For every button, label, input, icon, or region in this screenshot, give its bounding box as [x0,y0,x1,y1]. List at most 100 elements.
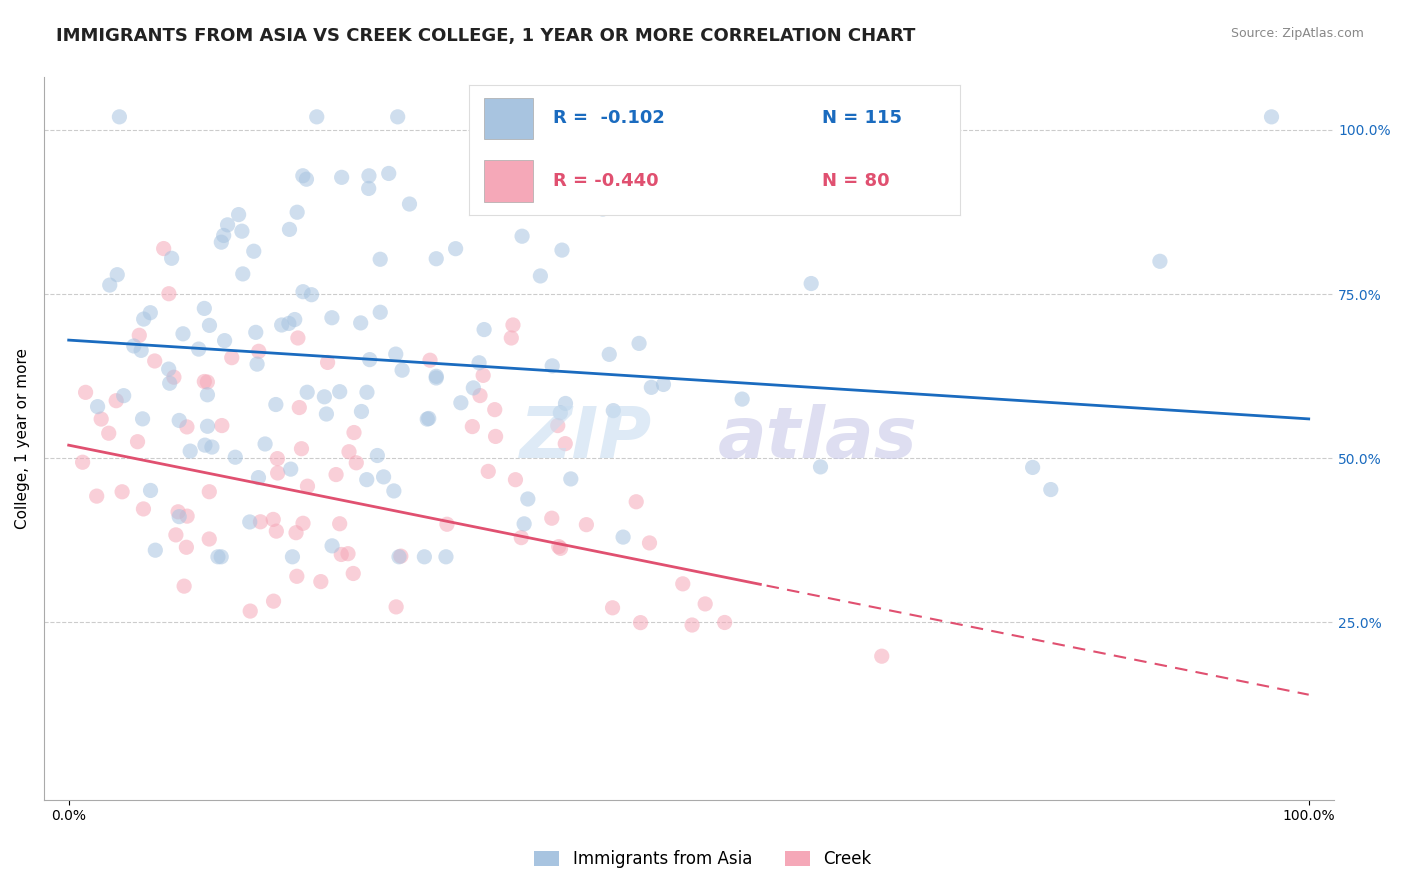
Point [86,400,108,414]
Text: Source: ZipAtlas.com: Source: ZipAtlas.com [1230,27,1364,40]
Point [870,649,893,664]
Point [284,312,307,326]
Point [357,181,380,195]
Point [217,218,239,232]
Point [132,312,155,326]
Point [157,362,180,376]
Point [547,540,569,554]
Point [167,413,190,427]
Point [176,541,198,555]
Point [344,456,367,470]
Point [357,169,380,183]
Point [266,451,288,466]
Point [501,331,523,345]
Point [198,532,221,546]
Point [277,317,299,331]
Point [167,505,190,519]
Point [194,438,217,452]
Point [295,172,318,186]
Point [281,549,304,564]
Point [425,371,447,385]
Text: ZIP: ZIP [519,404,651,473]
Point [143,354,166,368]
Point [434,549,457,564]
Point [285,525,308,540]
Point [262,512,284,526]
Point [97,426,120,441]
Point [384,347,406,361]
Point [105,393,128,408]
Point [337,547,360,561]
Point [329,384,352,399]
Point [197,419,219,434]
Point [550,406,572,420]
Point [526,180,548,194]
Point [187,342,209,356]
Point [301,287,323,301]
Point [461,419,484,434]
Point [75,385,97,400]
Point [266,466,288,480]
Point [201,440,224,454]
Point [290,442,312,456]
Point [592,202,614,216]
Point [330,170,353,185]
Point [560,472,582,486]
Point [477,464,499,478]
Point [342,566,364,581]
Point [129,343,152,358]
Point [359,352,381,367]
Point [239,604,262,618]
Point [330,548,353,562]
Point [295,385,318,400]
Point [179,444,201,458]
Point [468,388,491,402]
Point [652,377,675,392]
Point [209,235,232,249]
Point [131,412,153,426]
Point [297,479,319,493]
Point [231,224,253,238]
Point [292,285,315,299]
Point [510,229,533,244]
Point [173,579,195,593]
Point [176,509,198,524]
Point [602,600,624,615]
Point [628,336,651,351]
Point [309,574,332,589]
Point [163,370,186,384]
Point [198,318,221,333]
Point [695,597,717,611]
Point [305,110,328,124]
Point [418,411,440,425]
Point [516,491,538,506]
Point [239,515,262,529]
Point [484,402,506,417]
Point [337,444,360,458]
Point [232,267,254,281]
Point [425,252,447,266]
Point [264,397,287,411]
Point [263,594,285,608]
Point [398,197,420,211]
Point [139,483,162,498]
Point [425,369,447,384]
Point [391,363,413,377]
Point [366,449,388,463]
Point [800,277,823,291]
Point [291,169,314,183]
Point [416,412,439,426]
Point [214,334,236,348]
Point [198,484,221,499]
Point [731,392,754,406]
Point [472,322,495,336]
Point [321,539,343,553]
Point [1021,460,1043,475]
Point [368,252,391,267]
Text: atlas: atlas [718,404,918,473]
Point [329,516,352,531]
Point [111,484,134,499]
Point [502,318,524,332]
Point [287,331,309,345]
Point [143,543,166,558]
